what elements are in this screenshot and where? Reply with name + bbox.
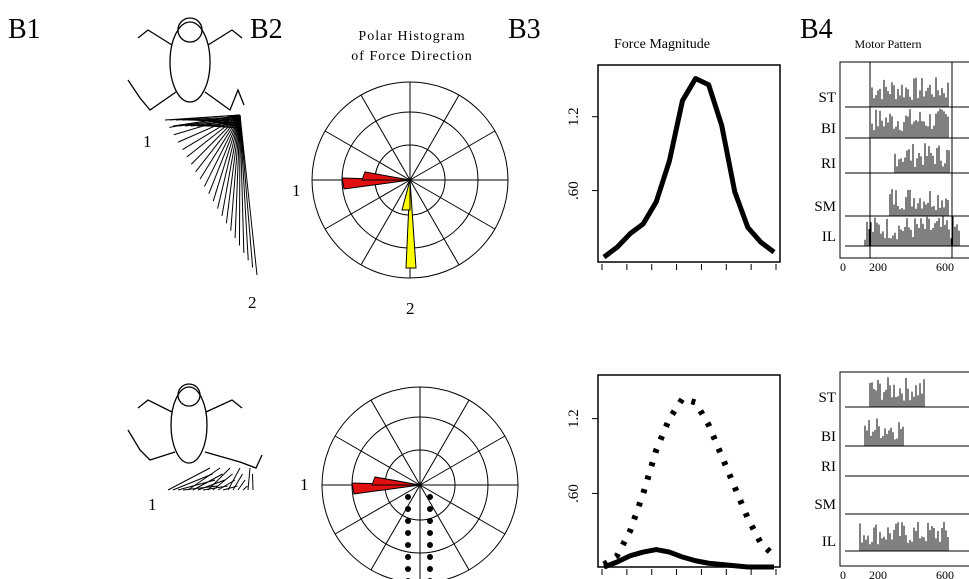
polar-spoke	[420, 436, 505, 485]
trajectory-line	[248, 468, 250, 490]
polar-histogram	[312, 82, 518, 579]
dot	[406, 567, 411, 572]
dir-label: 1	[300, 475, 309, 494]
x-tick-label: 600	[936, 568, 954, 579]
polar-spoke	[361, 180, 410, 265]
b2-title: of Force Direction	[351, 49, 472, 64]
panel-label: B4	[800, 14, 833, 45]
panel-label: B1	[8, 14, 41, 45]
panel-label: B3	[508, 14, 541, 45]
dot	[406, 555, 411, 560]
polar-spoke	[410, 131, 495, 180]
force-line	[604, 550, 774, 567]
frog-drawing	[128, 18, 262, 468]
muscle-label: IL	[822, 534, 836, 550]
dot	[406, 519, 411, 524]
dot	[428, 555, 433, 560]
muscle-label: RI	[821, 459, 836, 475]
emg-trace	[845, 77, 969, 107]
polar-spoke	[325, 180, 410, 229]
dot	[406, 495, 411, 500]
emg-trace	[845, 522, 969, 551]
emg-trace	[845, 109, 969, 138]
muscle-label: SM	[814, 497, 836, 513]
dot	[428, 507, 433, 512]
polar-spoke	[371, 400, 420, 485]
b3-title: Force Magnitude	[614, 37, 710, 52]
polar-spoke	[371, 485, 420, 570]
leg-label: 1	[143, 132, 152, 151]
y-tick-label: .60	[566, 484, 582, 503]
force-line	[604, 79, 774, 258]
y-tick-label: .60	[566, 181, 582, 200]
leg-label: 2	[248, 293, 257, 312]
polar-spoke	[410, 95, 459, 180]
leg-trajectory	[165, 115, 257, 490]
x-tick-label: 200	[869, 260, 887, 274]
dot	[428, 531, 433, 536]
x-tick-label: 200	[869, 568, 887, 579]
plot-frame	[598, 375, 780, 567]
force-charts: .60 1.2 .60 1.2	[566, 65, 780, 575]
dot	[428, 567, 433, 572]
trajectory-line	[253, 474, 254, 490]
emg-trace	[845, 216, 969, 246]
muscle-label: BI	[821, 429, 836, 445]
polar-spoke	[420, 400, 469, 485]
dir-label: 1	[292, 181, 301, 200]
dot	[428, 495, 433, 500]
trajectory-line	[243, 486, 248, 490]
dot	[406, 543, 411, 548]
panel-label: B2	[250, 14, 283, 45]
polar-spoke	[410, 180, 459, 265]
emg-trace	[845, 189, 969, 216]
muscle-label: SM	[814, 199, 836, 215]
leg-label: 1	[148, 495, 157, 514]
emg-trace	[845, 419, 969, 446]
muscle-label: BI	[821, 121, 836, 137]
force-line	[604, 399, 774, 565]
dot	[428, 543, 433, 548]
b2-title: Polar Histogram	[358, 29, 465, 44]
muscle-label: RI	[821, 156, 836, 172]
x-tick-label: 600	[936, 260, 954, 274]
trajectory-line	[239, 115, 240, 245]
dot	[406, 507, 411, 512]
trajectory-line	[240, 115, 248, 260]
muscle-label: ST	[818, 390, 836, 406]
emg-trace	[845, 377, 969, 407]
trajectory-line	[233, 474, 243, 490]
motor-pattern: ST BI RI SM IL 0 200 600 ST BI RI SM IL 0 200 600	[814, 62, 969, 579]
dir-label: 2	[406, 299, 415, 318]
muscle-label: ST	[818, 90, 836, 106]
polar-spoke	[361, 95, 410, 180]
y-tick-label: 1.2	[566, 409, 582, 428]
polar-spoke	[410, 180, 495, 229]
figure: B1 B2 B3 B4 Polar Histogram of Force Dir…	[0, 0, 969, 579]
x-tick-label: 0	[840, 568, 846, 579]
y-tick-label: 1.2	[566, 107, 582, 126]
emg-trace	[845, 143, 969, 173]
muscle-label: IL	[822, 229, 836, 245]
b4-title: Motor Pattern	[855, 37, 922, 51]
x-tick-label: 0	[840, 260, 846, 274]
dot	[428, 519, 433, 524]
dot	[406, 531, 411, 536]
